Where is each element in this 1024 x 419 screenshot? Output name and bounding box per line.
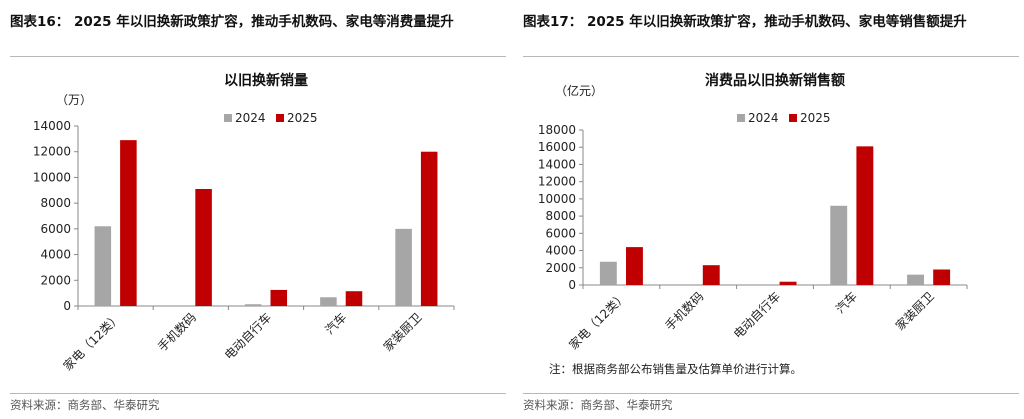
x-category-label: 手机数码: [662, 289, 707, 334]
y-tick-label: 14000: [538, 157, 576, 171]
chart-title: 以旧换新销量: [224, 72, 308, 89]
bar-2025-2: [779, 281, 797, 285]
legend-swatch-2024: [224, 114, 232, 122]
title-divider: [523, 56, 1019, 57]
bar-chart-sales-volume: 以旧换新销量 （万） 0 2000 4000 6000 8000 10000 12000 1400…: [33, 72, 455, 373]
bar-2025-2: [270, 289, 288, 306]
source-note: 资料来源：商务部、华泰研究: [523, 398, 673, 412]
x-category-label: 家电（12类）: [566, 289, 630, 353]
y-tick-label: 8000: [40, 196, 71, 210]
figure-title: 图表16： 2025 年以旧换新政策扩容，推动手机数码、家电等消费量提升: [10, 14, 454, 30]
figure-title: 图表17： 2025 年以旧换新政策扩容，推动手机数码、家电等销售额提升: [523, 14, 967, 30]
y-tick-label: 4000: [545, 244, 576, 258]
legend-label-2024: 2024: [748, 111, 779, 125]
y-tick-label: 4000: [40, 248, 71, 262]
bar-2025-0: [120, 140, 137, 306]
footer-divider: [523, 393, 1019, 394]
legend-label-2024: 2024: [235, 111, 266, 125]
bar-2025-1: [195, 189, 212, 306]
y-tick-label: 10000: [33, 170, 71, 184]
bar-2025-3: [345, 291, 363, 306]
bar-2024-3: [830, 205, 848, 285]
x-category-label: 家装厨卫: [892, 289, 937, 334]
chart-title: 消费品以旧换新销售额: [705, 72, 845, 89]
bar-2025-0: [626, 247, 643, 285]
x-category-label: 汽车: [832, 289, 860, 317]
y-tick-label: 0: [568, 278, 576, 292]
x-category-label: 电动自行车: [221, 310, 274, 363]
y-tick-label: 6000: [545, 226, 576, 240]
bar-2024-0: [94, 226, 112, 306]
bar-2024-4: [907, 274, 924, 285]
y-tick-label: 8000: [545, 209, 576, 223]
bar-2024-4: [395, 228, 412, 306]
legend-label-2025: 2025: [800, 111, 831, 125]
x-category-label: 汽车: [322, 310, 350, 338]
y-tick-label: 12000: [538, 175, 576, 189]
y-tick-label: 18000: [538, 123, 576, 137]
legend-swatch-2025: [276, 114, 284, 122]
x-category-label: 家电（12类）: [60, 310, 124, 374]
y-axis-unit-label: （万）: [56, 93, 92, 107]
x-category-label: 手机数码: [154, 310, 199, 355]
y-tick-label: 2000: [545, 261, 576, 275]
bar-chart-sales-amount: 消费品以旧换新销售额 （亿元） 0 2000 4000 6000 8000 10000 1200…: [538, 72, 968, 353]
bar-2025-4: [933, 269, 951, 285]
footer-divider: [10, 393, 506, 394]
chart-panel-right: 图表17： 2025 年以旧换新政策扩容，推动手机数码、家电等销售额提升 消费品…: [523, 0, 1019, 419]
x-category-label: 家装厨卫: [380, 310, 425, 355]
source-note: 资料来源：商务部、华泰研究: [10, 398, 160, 412]
bar-2025-1: [702, 265, 720, 285]
y-tick-label: 6000: [40, 222, 71, 236]
chart-panel-left: 图表16： 2025 年以旧换新政策扩容，推动手机数码、家电等消费量提升 以旧换…: [10, 0, 506, 419]
y-tick-label: 0: [63, 299, 71, 313]
y-tick-label: 16000: [538, 140, 576, 154]
y-axis-unit-label: （亿元）: [555, 83, 603, 98]
y-tick-label: 2000: [40, 273, 71, 287]
bar-2024-3: [320, 297, 337, 306]
bar-2024-0: [599, 261, 617, 285]
title-divider: [10, 56, 506, 57]
x-category-label: 电动自行车: [730, 289, 783, 342]
bar-2024-2: [244, 304, 262, 306]
bar-2025-4: [420, 151, 438, 306]
legend-label-2025: 2025: [287, 111, 318, 125]
bar-2025-3: [856, 146, 874, 285]
legend-swatch-2024: [737, 114, 745, 122]
y-tick-label: 10000: [538, 192, 576, 206]
y-tick-label: 14000: [33, 119, 71, 133]
legend-swatch-2025: [789, 114, 797, 122]
chart-footnote: 注：根据商务部公布销售量及估算单价进行计算。: [549, 362, 802, 376]
y-tick-label: 12000: [33, 145, 71, 159]
